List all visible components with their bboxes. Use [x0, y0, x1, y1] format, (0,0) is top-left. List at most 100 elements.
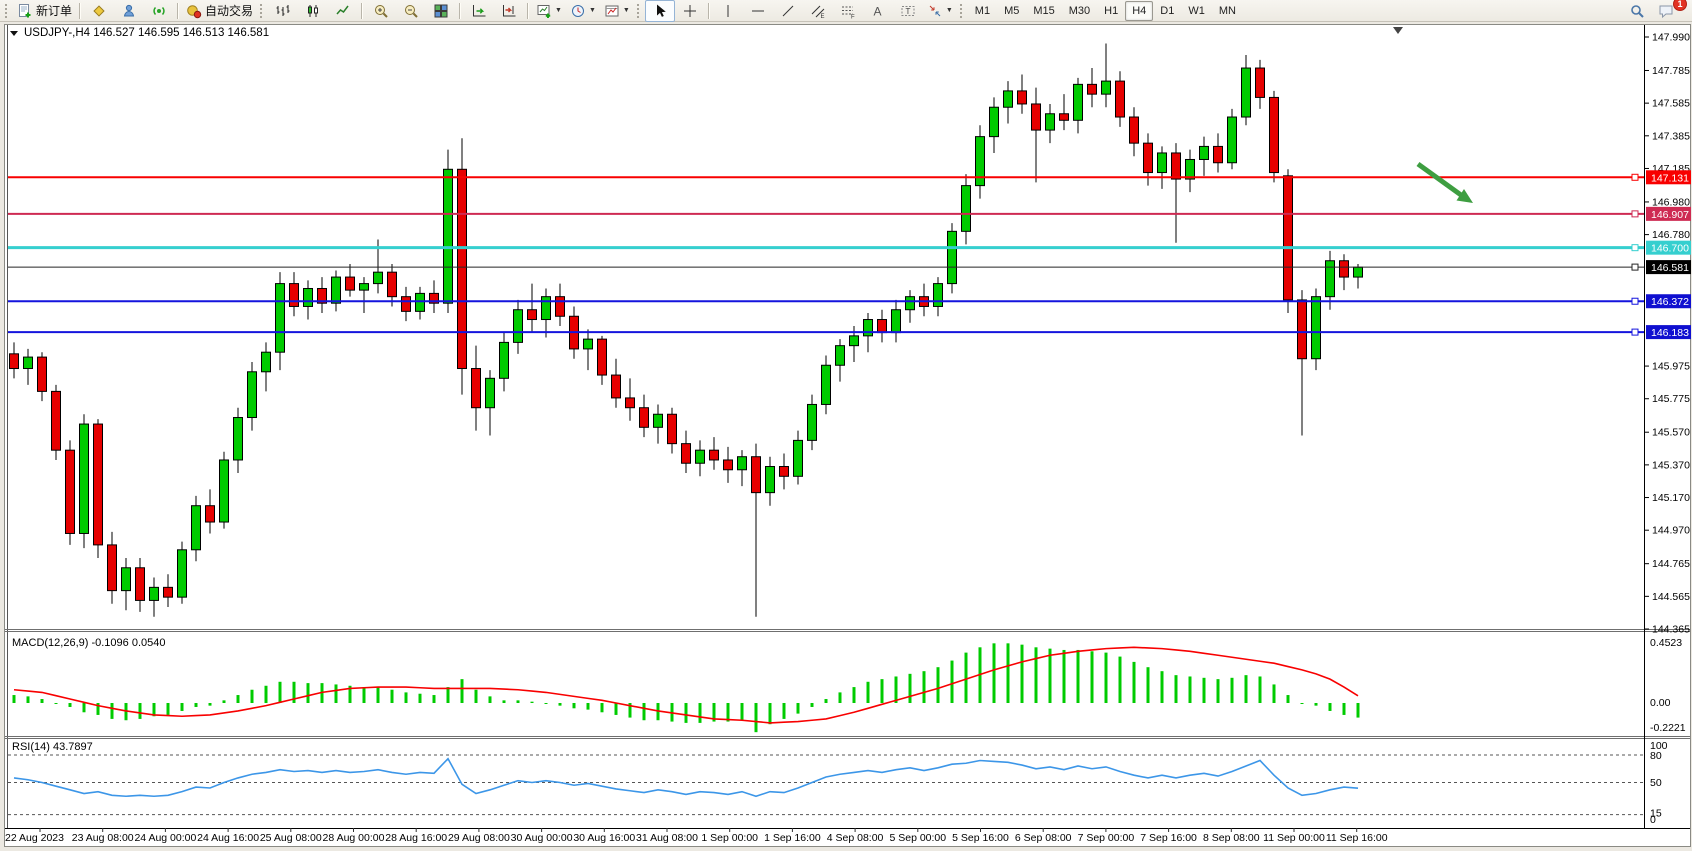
price-label-text: 147.131	[1651, 172, 1689, 184]
macd-histogram-bar	[922, 671, 926, 703]
chart-profile-button[interactable]	[84, 0, 114, 22]
chat-icon	[1659, 5, 1673, 18]
time-axis-label: 30 Aug 16:00	[573, 832, 635, 844]
bear-candle	[471, 368, 481, 409]
main-toolbar: 新订单 自动交易	[0, 0, 1692, 22]
new-order-button[interactable]: 新订单	[13, 0, 76, 22]
macd-histogram-bar	[418, 693, 422, 703]
trend-arrow-annotation[interactable]	[1416, 161, 1463, 198]
price-label-box	[1646, 240, 1691, 255]
macd-histogram-bar	[1146, 667, 1150, 703]
vertical-line-icon	[727, 4, 729, 17]
time-axis-label: 24 Aug 16:00	[197, 832, 259, 844]
line-handle[interactable]	[1631, 263, 1639, 271]
templates-button[interactable]: ▼	[600, 0, 634, 22]
tile-windows-button[interactable]	[426, 0, 456, 22]
cursor-tool-button[interactable]	[644, 0, 675, 22]
bull-candle	[275, 283, 285, 353]
collapse-triangle-icon[interactable]	[10, 31, 18, 36]
zoom-out-button[interactable]	[396, 0, 426, 22]
macd-histogram-bar	[1216, 679, 1220, 703]
zoom-in-button[interactable]	[366, 0, 396, 22]
time-axis-label: 25 Aug 08:00	[260, 832, 322, 844]
line-chart-button[interactable]	[328, 0, 358, 22]
macd-histogram-bar	[782, 703, 786, 719]
autotrading-button[interactable]: 自动交易	[182, 0, 257, 22]
text-label-tool[interactable]: T	[893, 0, 923, 22]
timeframe-button-h1[interactable]: H1	[1104, 4, 1119, 17]
macd-histogram-bar	[348, 685, 352, 703]
bear-candle	[1213, 145, 1223, 164]
time-axis-label: 5 Sep 16:00	[952, 832, 1009, 844]
timeframe-button-d1[interactable]: D1	[1160, 4, 1175, 17]
macd-histogram-bar	[222, 700, 226, 703]
time-axis-label: 8 Sep 08:00	[1203, 832, 1260, 844]
timeframe-button-m15[interactable]: M15	[1033, 4, 1055, 17]
timeframe-button-mn[interactable]: MN	[1218, 4, 1236, 17]
tool bar-grip[interactable]	[260, 3, 265, 18]
line-handle[interactable]	[1631, 297, 1639, 305]
search-button[interactable]	[1622, 0, 1652, 22]
bull-candle	[905, 296, 915, 311]
timeframe-button-m30[interactable]: M30	[1068, 4, 1091, 17]
timeframe-button-m1[interactable]: M1	[974, 4, 991, 17]
bull-candle	[331, 276, 341, 304]
line-handle[interactable]	[1631, 210, 1639, 218]
timeframe-button-m5[interactable]: M5	[1004, 4, 1020, 17]
bear-candle	[289, 283, 299, 307]
macd-histogram-bar	[1174, 675, 1178, 703]
chart-shift-button[interactable]	[494, 0, 524, 22]
fibonacci-tool[interactable]: F	[833, 0, 863, 22]
crosshair-tool-button[interactable]	[675, 0, 705, 22]
toolbar-grip[interactable]	[959, 3, 965, 18]
macd-histogram-bar	[334, 684, 338, 703]
bull-candle	[177, 549, 187, 598]
vertical-line-tool[interactable]	[713, 0, 743, 22]
trendline-tool[interactable]	[773, 0, 803, 22]
toolbar-grip[interactable]	[636, 3, 642, 18]
text-tool[interactable]: A	[863, 0, 893, 22]
timeframe-button-h4[interactable]: H4	[1125, 0, 1154, 21]
channel-icon: E	[811, 5, 824, 19]
price-axis-label: 145.775	[1652, 393, 1690, 405]
bull-candle	[933, 283, 943, 307]
arrows-tool[interactable]: ▼	[923, 0, 957, 22]
rsi-axis-label: 50	[1650, 777, 1662, 789]
navigator-button[interactable]	[144, 0, 174, 22]
bull-candle	[303, 287, 313, 307]
horizontal-line-tool[interactable]	[743, 0, 773, 22]
bull-candle	[23, 356, 33, 370]
line-handle[interactable]	[1631, 328, 1639, 336]
bull-candle	[653, 413, 663, 428]
bar-chart-button[interactable]	[268, 0, 298, 22]
macd-histogram-bar	[880, 679, 884, 703]
bear-candle	[65, 449, 75, 534]
market-watch-button[interactable]	[114, 0, 144, 22]
macd-histogram-bar	[474, 689, 478, 703]
time-axis-label: 28 Aug 16:00	[385, 832, 447, 844]
community-chat-button[interactable]: 1	[1652, 0, 1687, 22]
toolbar-grip[interactable]	[5, 3, 10, 18]
macd-histogram-bar	[838, 692, 842, 703]
bull-candle	[1073, 83, 1083, 121]
bear-candle	[1255, 67, 1265, 98]
new-chart-button[interactable]: ▼	[532, 0, 566, 22]
macd-histogram-bar	[936, 667, 940, 703]
macd-histogram-bar	[852, 687, 856, 703]
price-axis-label: 146.980	[1652, 196, 1690, 208]
shift-marker-icon[interactable]	[1393, 27, 1403, 34]
line-handle[interactable]	[1631, 244, 1639, 252]
timeframe-button-w1[interactable]: W1	[1188, 4, 1205, 17]
line-handle[interactable]	[1631, 173, 1639, 181]
bear-candle	[681, 443, 691, 464]
macd-histogram-bar	[824, 699, 828, 703]
price-axis-label: 144.765	[1652, 558, 1690, 570]
bear-candle	[1339, 260, 1349, 278]
timeframe-group: M1 M5 M15 M30 H1 H4 D1 W1 MN	[968, 0, 1243, 21]
auto-scroll-button[interactable]	[464, 0, 494, 22]
candlestick-chart-button[interactable]	[298, 0, 328, 22]
periods-button[interactable]: ▼	[566, 0, 600, 22]
bull-candle	[807, 403, 817, 441]
channel-tool[interactable]: E	[803, 0, 833, 22]
